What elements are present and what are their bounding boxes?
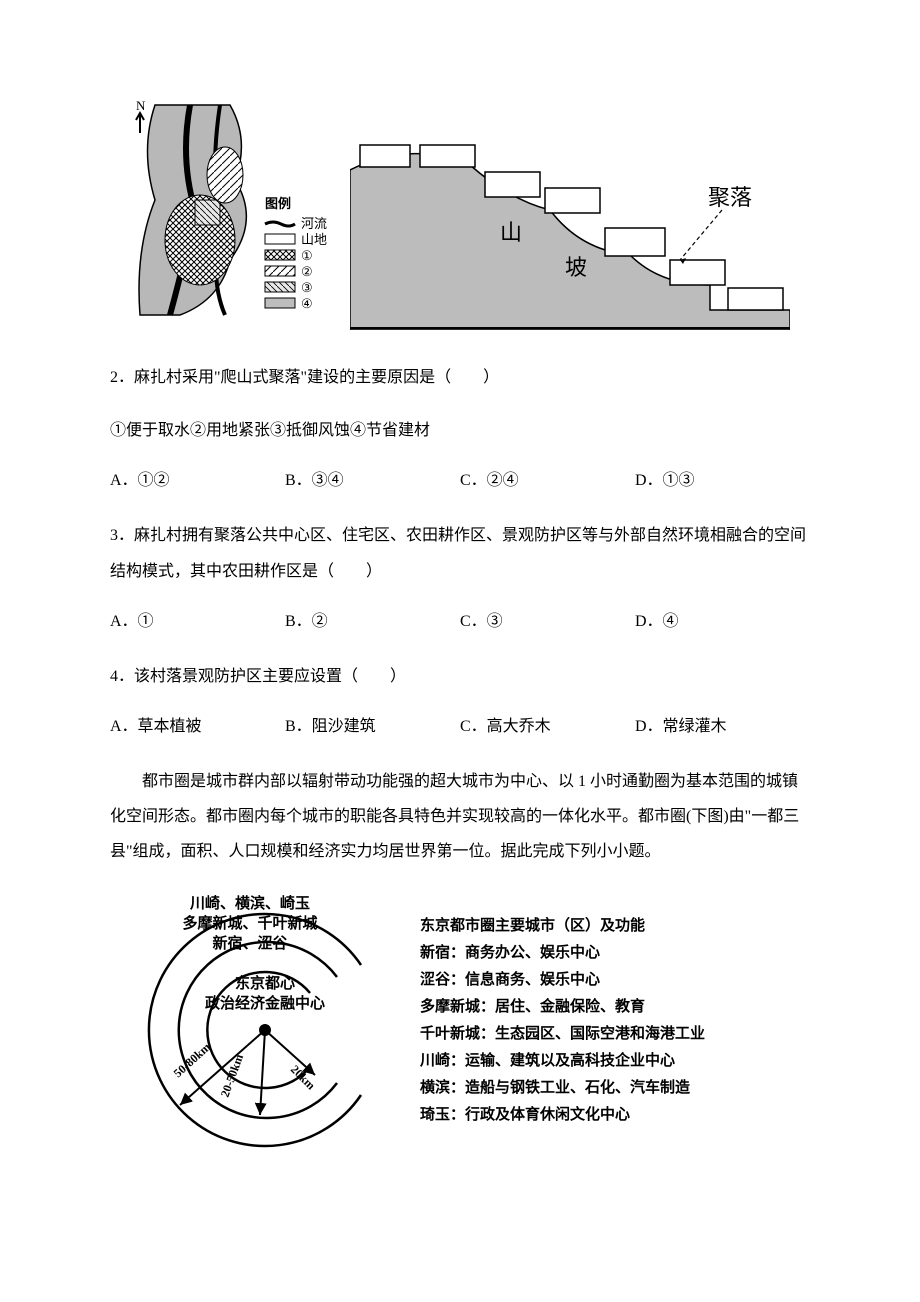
question-4-options: A．草本植被 B．阻沙建筑 C．高大乔木 D．常绿灌木 bbox=[110, 712, 810, 736]
option-c: C．②④ bbox=[460, 466, 635, 490]
legend-title: 图例 bbox=[265, 196, 291, 211]
tokyo-list-title: 东京都市圈主要城市（区）及功能 bbox=[420, 912, 705, 939]
legend-item: ① bbox=[301, 248, 313, 263]
tokyo-list: 东京都市圈主要城市（区）及功能 新宿：商务办公、娱乐中心 涩谷：信息商务、娱乐中… bbox=[420, 912, 705, 1128]
legend-item: 山地 bbox=[301, 232, 327, 247]
tokyo-list-item: 川崎：运输、建筑以及高科技企业中心 bbox=[420, 1047, 705, 1074]
tokyo-dist2: 20-50km bbox=[218, 1052, 246, 1099]
tokyo-mid-label: 多摩新城、千叶新城 bbox=[182, 914, 317, 932]
tokyo-list-item: 千叶新城：生态园区、国际空港和海港工业 bbox=[420, 1020, 705, 1047]
compass-label: N bbox=[136, 100, 146, 113]
tokyo-figure-row: 川崎、横滨、崎玉 多摩新城、千叶新城 新宿、涩谷 东京都心 政治经济金融中心 5… bbox=[110, 890, 810, 1150]
tokyo-center2: 政治经济金融中心 bbox=[205, 994, 325, 1012]
option-c: C．高大乔木 bbox=[460, 712, 635, 736]
option-a: A．① bbox=[110, 607, 285, 631]
hill-label: 山 bbox=[500, 220, 522, 245]
tokyo-outer-label: 川崎、横滨、崎玉 bbox=[189, 894, 310, 912]
tokyo-list-item: 琦玉：行政及体育休闲文化中心 bbox=[420, 1101, 705, 1128]
tokyo-list-item: 新宿：商务办公、娱乐中心 bbox=[420, 939, 705, 966]
tokyo-diagram: 川崎、横滨、崎玉 多摩新城、千叶新城 新宿、涩谷 东京都心 政治经济金融中心 5… bbox=[110, 890, 390, 1150]
option-d: D．①③ bbox=[635, 466, 810, 490]
slope-label: 坡 bbox=[565, 255, 587, 280]
option-b: B．③④ bbox=[285, 466, 460, 490]
option-d: D．常绿灌木 bbox=[635, 712, 810, 736]
option-b: B．② bbox=[285, 607, 460, 631]
hillside-figure: 山 坡 聚落 bbox=[350, 110, 790, 330]
legend-item: ④ bbox=[301, 296, 313, 311]
option-c: C．③ bbox=[460, 607, 635, 631]
option-a: A．草本植被 bbox=[110, 712, 285, 736]
settlement-label: 聚落 bbox=[708, 185, 752, 210]
tokyo-intro: 都市圈是城市群内部以辐射带动功能强的超大城市为中心、以 1 小时通勤圈为基本范围… bbox=[110, 764, 810, 870]
tokyo-dist3: 20km bbox=[288, 1062, 318, 1092]
legend-item: 河流 bbox=[301, 216, 327, 231]
tokyo-list-item: 多摩新城：居住、金融保险、教育 bbox=[420, 993, 705, 1020]
option-b: B．阻沙建筑 bbox=[285, 712, 460, 736]
question-3: 3．麻扎村拥有聚落公共中心区、住宅区、农田耕作区、景观防护区等与外部自然环境相融… bbox=[110, 518, 810, 588]
option-a: A．①② bbox=[110, 466, 285, 490]
tokyo-list-item: 涩谷：信息商务、娱乐中心 bbox=[420, 966, 705, 993]
tokyo-list-item: 横滨：造船与钢铁工业、石化、汽车制造 bbox=[420, 1074, 705, 1101]
map-figure: N 图例 河流 山地 ① ② ③ bbox=[110, 100, 340, 330]
option-d: D．④ bbox=[635, 607, 810, 631]
legend-item: ③ bbox=[301, 280, 313, 295]
legend-item: ② bbox=[301, 264, 313, 279]
figure-row: N 图例 河流 山地 ① ② ③ bbox=[110, 100, 810, 330]
question-2-sub: ①便于取水②用地紧张③抵御风蚀④节省建材 bbox=[110, 413, 810, 448]
question-3-options: A．① B．② C．③ D．④ bbox=[110, 607, 810, 631]
question-2: 2．麻扎村采用"爬山式聚落"建设的主要原因是（ ） bbox=[110, 360, 810, 395]
question-2-options: A．①② B．③④ C．②④ D．①③ bbox=[110, 466, 810, 490]
question-4: 4．该村落景观防护区主要应设置（ ） bbox=[110, 659, 810, 694]
